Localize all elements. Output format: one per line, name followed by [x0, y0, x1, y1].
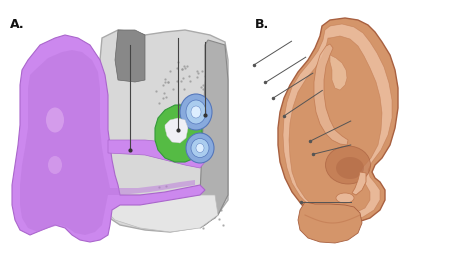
Ellipse shape	[336, 193, 354, 203]
Ellipse shape	[186, 100, 206, 124]
Polygon shape	[115, 30, 145, 82]
Ellipse shape	[326, 146, 371, 184]
Polygon shape	[289, 36, 382, 215]
Polygon shape	[352, 172, 366, 195]
Text: B.: B.	[255, 18, 269, 31]
Ellipse shape	[180, 94, 212, 130]
Ellipse shape	[196, 143, 204, 152]
Polygon shape	[20, 50, 195, 235]
Polygon shape	[330, 55, 347, 90]
Polygon shape	[105, 195, 218, 232]
Polygon shape	[314, 44, 348, 145]
Polygon shape	[12, 35, 205, 242]
Polygon shape	[100, 30, 228, 232]
Ellipse shape	[186, 133, 214, 163]
Ellipse shape	[191, 106, 201, 118]
Ellipse shape	[46, 107, 64, 132]
Polygon shape	[283, 24, 392, 220]
Polygon shape	[278, 18, 398, 223]
Ellipse shape	[191, 139, 209, 157]
Text: A.: A.	[10, 18, 25, 31]
Polygon shape	[197, 40, 228, 228]
Ellipse shape	[48, 156, 62, 174]
Polygon shape	[155, 105, 202, 162]
Ellipse shape	[336, 157, 364, 179]
Polygon shape	[165, 118, 188, 143]
Polygon shape	[298, 202, 362, 243]
Polygon shape	[108, 140, 205, 168]
